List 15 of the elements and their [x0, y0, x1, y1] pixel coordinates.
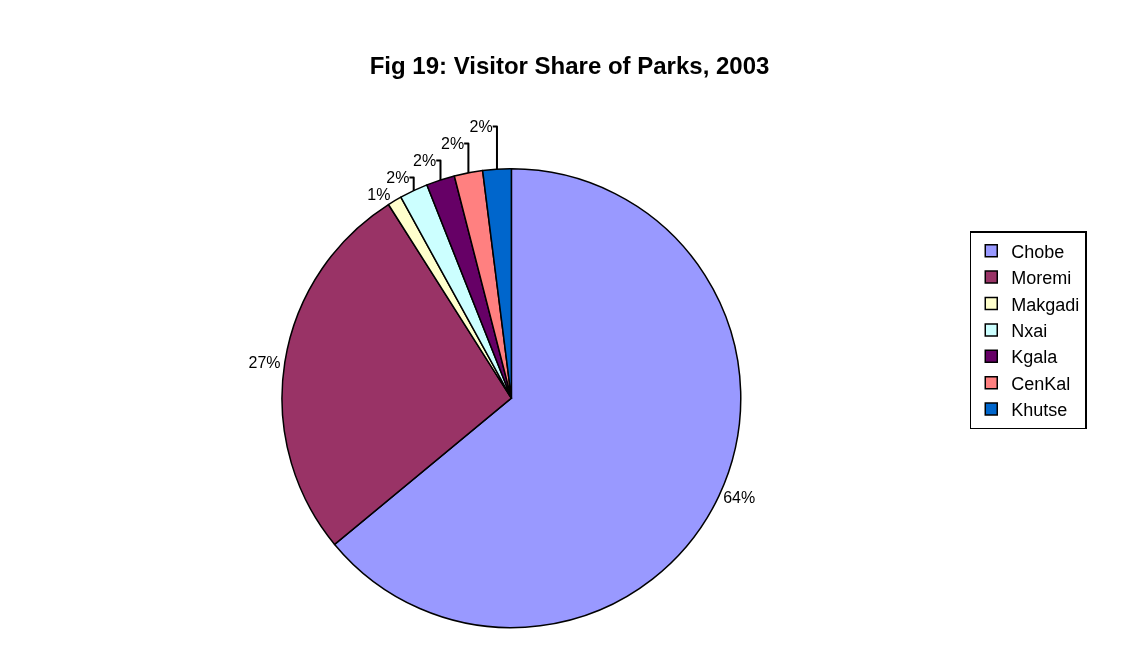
legend-label: Nxai	[1011, 320, 1048, 341]
legend-label: Moremi	[1011, 268, 1072, 289]
data-label: 2%	[413, 151, 437, 169]
data-label: 27%	[248, 353, 281, 371]
legend-label: Kgala	[1011, 347, 1059, 368]
legend-label: Chobe	[1011, 241, 1065, 262]
chart-title: Fig 19: Visitor Share of Parks, 2003	[369, 52, 770, 80]
data-label: 2%	[386, 168, 410, 186]
legend-label: Khutse	[1011, 400, 1068, 421]
data-label: 2%	[469, 117, 493, 135]
legend-label: Makgadi	[1011, 294, 1080, 315]
data-label: 2%	[441, 134, 465, 152]
data-label: 64%	[723, 488, 756, 506]
data-label: 1%	[367, 185, 391, 203]
legend-label: CenKal	[1011, 373, 1071, 394]
